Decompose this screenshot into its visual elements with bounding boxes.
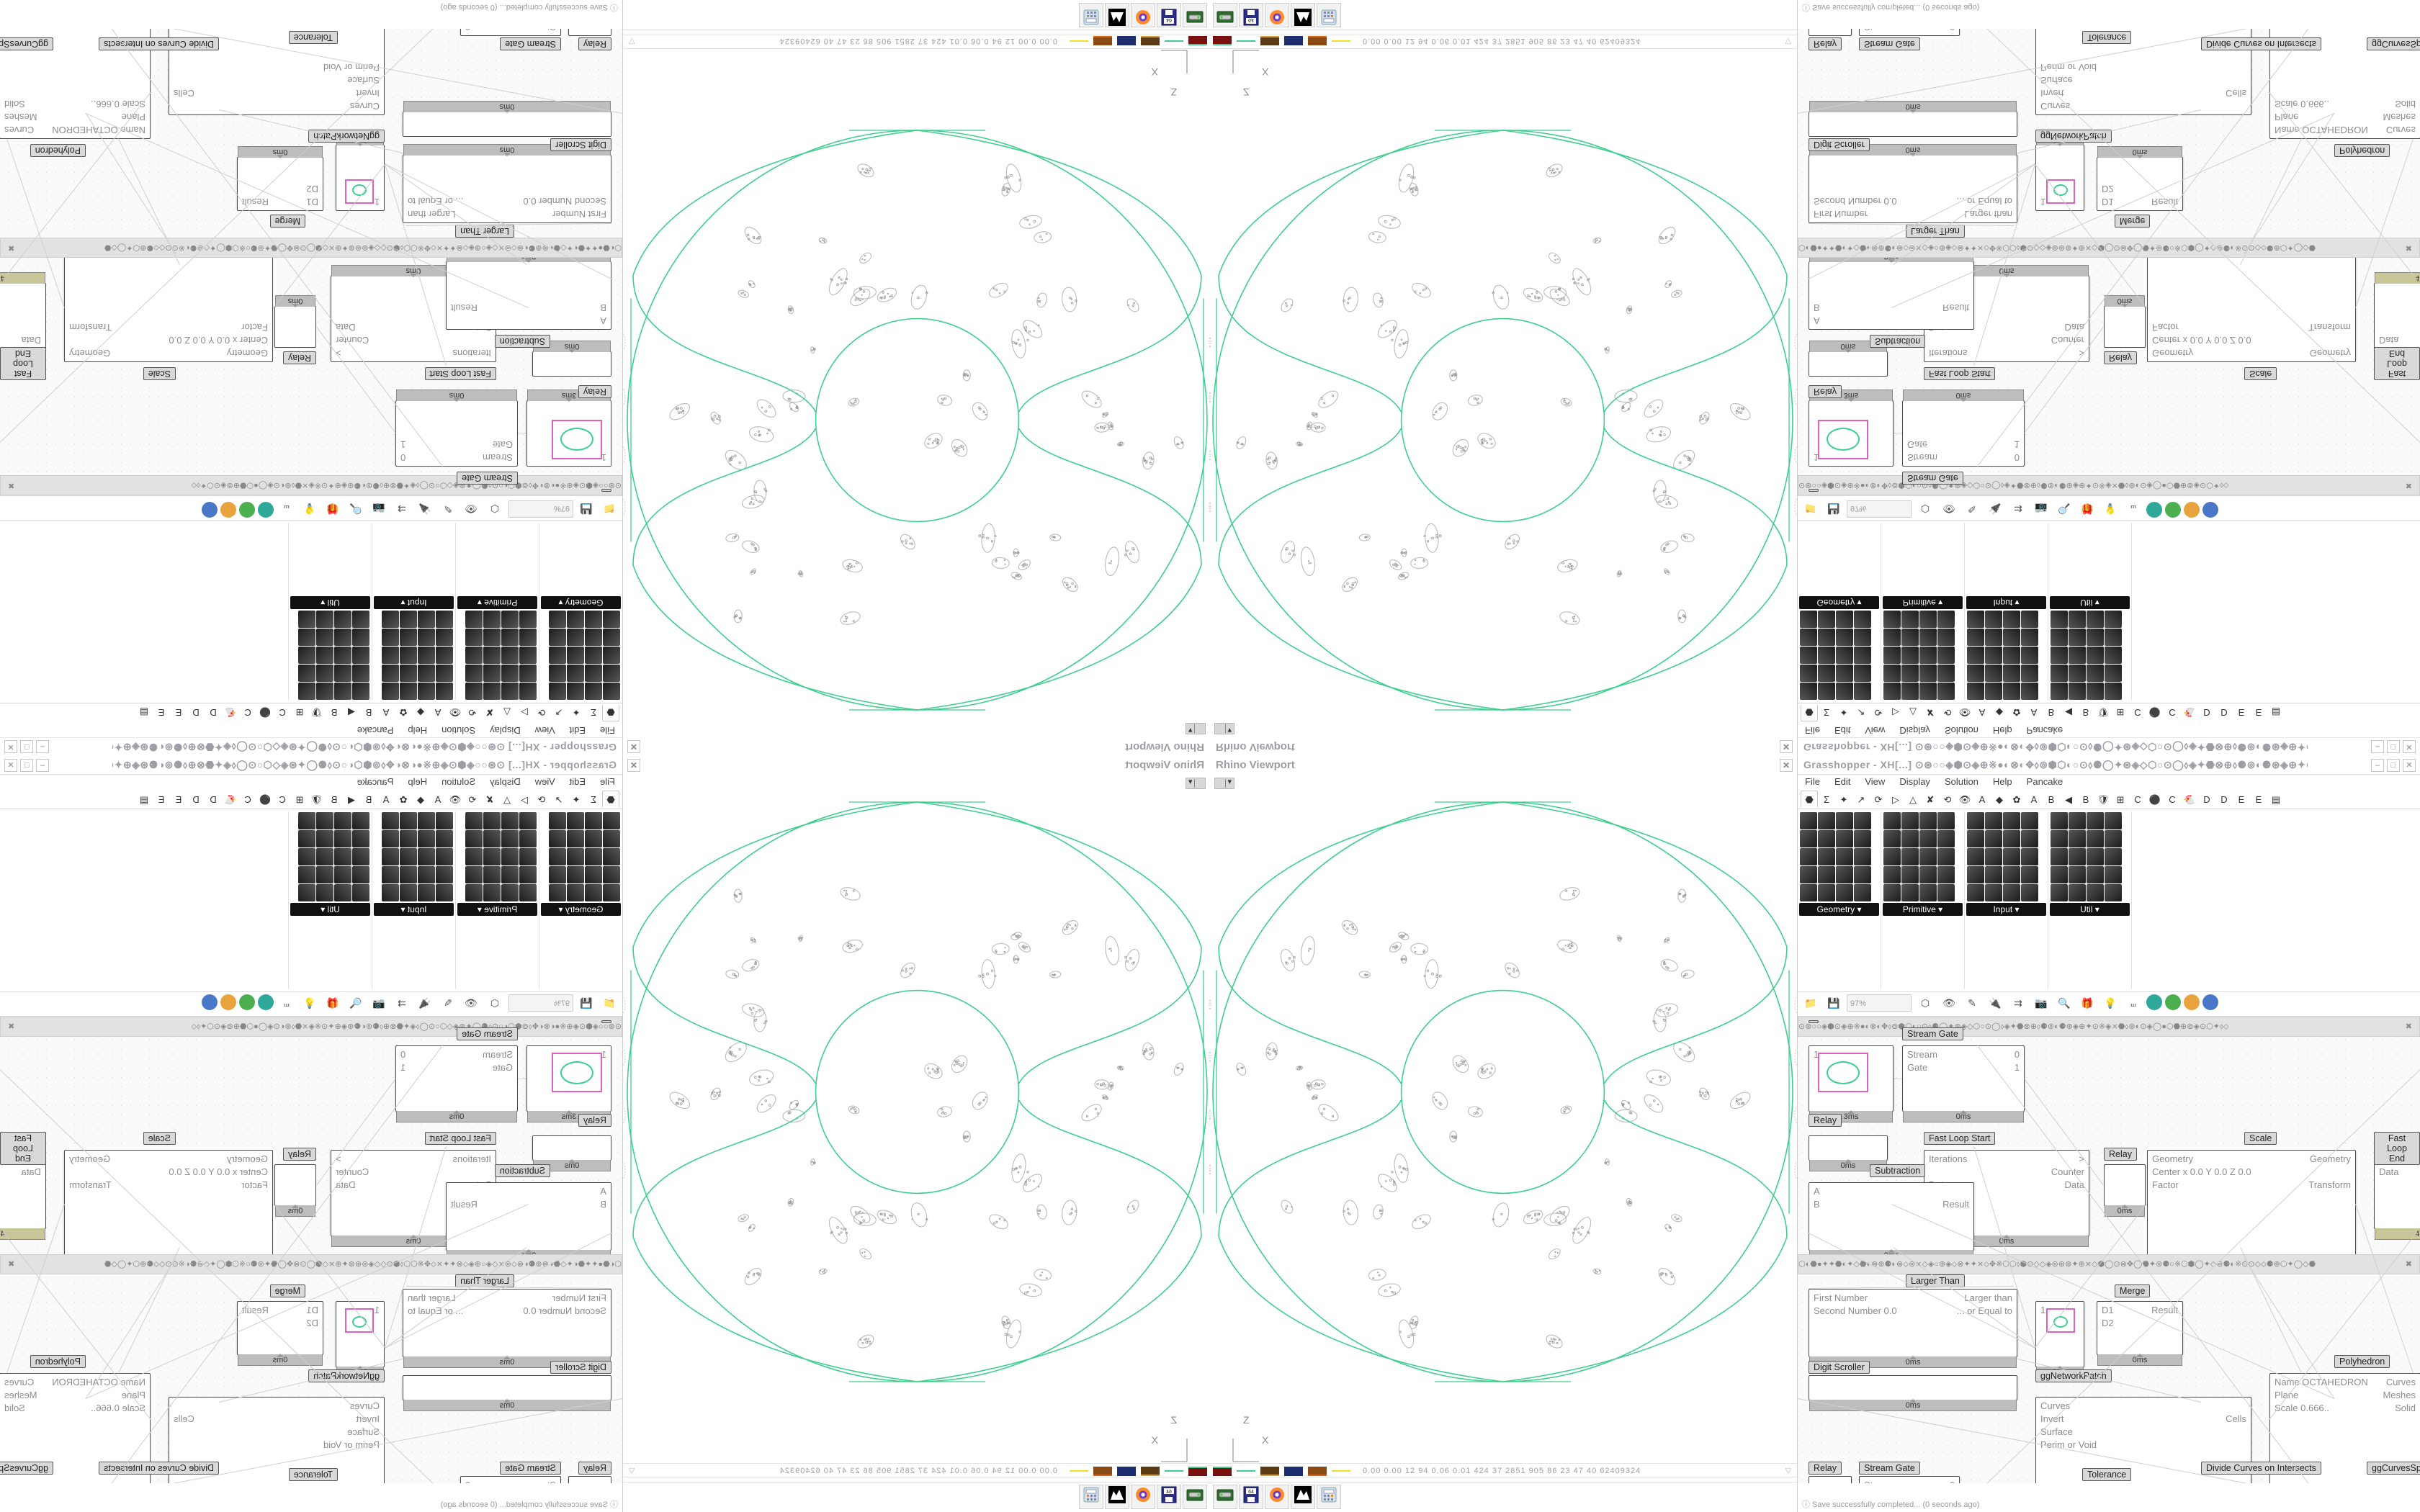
svg-text:64: 64 [1166, 17, 1172, 22]
svg-text:64: 64 [1166, 1490, 1172, 1495]
svg-text:64: 64 [1248, 1490, 1254, 1495]
svg-text:64: 64 [1248, 17, 1254, 22]
